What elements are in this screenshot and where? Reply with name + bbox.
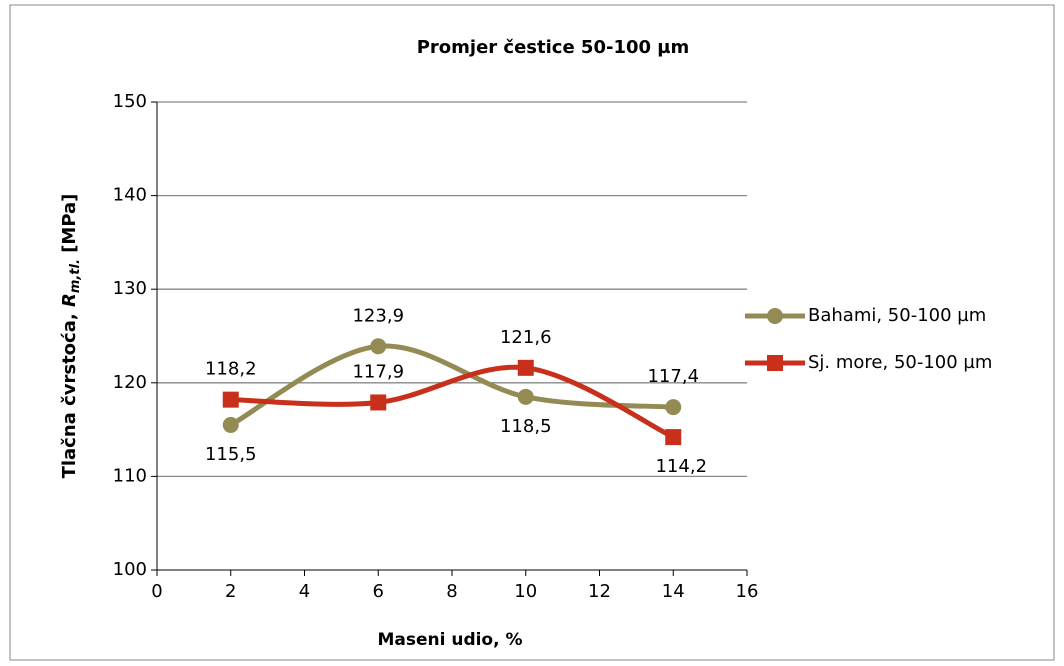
data-point (517, 388, 534, 405)
y-label-text: Tlačna čvrstoća, (59, 307, 80, 478)
y-tick-label: 100 (113, 559, 147, 580)
data-point (370, 338, 387, 355)
data-label: 117,9 (352, 361, 404, 382)
x-tick-label: 12 (588, 581, 611, 602)
legend-marker (767, 308, 783, 324)
data-label: 121,6 (500, 327, 552, 348)
data-point (222, 391, 239, 408)
x-tick-label: 2 (225, 581, 236, 602)
y-axis-label: Tlačna čvrstoća, Rm,tl. [MPa] (59, 194, 83, 479)
x-axis-label: Maseni udio, % (377, 630, 522, 650)
x-tick-label: 10 (514, 581, 537, 602)
y-label-subscript: m,tl. (68, 259, 83, 293)
legend-label: Bahami, 50-100 µm (808, 305, 986, 326)
y-label-unit: [MPa] (59, 194, 80, 260)
x-tick-label: 14 (662, 581, 685, 602)
chart-title: Promjer čestice 50-100 µm (417, 37, 690, 58)
chart-border (9, 4, 1055, 661)
y-tick-label: 140 (113, 185, 147, 206)
y-tick-label: 120 (113, 372, 147, 393)
legend-marker (767, 355, 783, 371)
data-label: 114,2 (655, 456, 707, 477)
data-label: 117,4 (647, 366, 699, 387)
y-label-symbol: R (59, 293, 80, 307)
data-point (222, 416, 239, 433)
data-point (517, 359, 534, 376)
x-tick-label: 8 (446, 581, 457, 602)
y-tick-label: 110 (113, 465, 147, 486)
data-label: 118,5 (500, 416, 552, 437)
data-point (665, 429, 682, 446)
data-label: 118,2 (205, 359, 257, 380)
series-line (229, 343, 674, 428)
x-tick-label: 0 (151, 581, 162, 602)
data-point (665, 399, 682, 416)
x-tick-label: 4 (299, 581, 310, 602)
legend-label: Sj. more, 50-100 µm (808, 352, 992, 373)
data-label: 123,9 (352, 305, 404, 326)
series-line (230, 364, 675, 440)
y-tick-label: 130 (113, 278, 147, 299)
data-label: 115,5 (205, 444, 257, 465)
y-tick-label: 150 (113, 91, 147, 112)
x-tick-label: 6 (373, 581, 384, 602)
data-point (370, 394, 387, 411)
x-tick-label: 16 (736, 581, 759, 602)
